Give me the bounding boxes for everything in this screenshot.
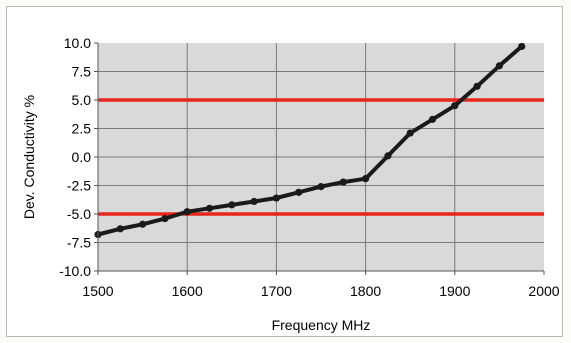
x-tick-label: 2000 [528,283,559,299]
series-polyline [97,44,524,237]
y-tick-labels: 10.0 7.5 5.0 2.5 0.0 -2.5 -5.0 -7.5 -10.0 [59,35,91,279]
limit-lines [98,98,544,216]
data-point [272,194,280,202]
x-tick-label: 1500 [82,283,113,299]
data-point [317,183,325,191]
y-tick-label: -10.0 [59,263,91,279]
data-point [116,225,124,233]
data-point [139,220,147,228]
data-point [495,62,503,70]
data-point [451,102,459,110]
data-point [518,42,526,51]
y-tick-label: -2.5 [67,178,91,194]
series-points [94,42,526,239]
y-tick-label: 10.0 [64,35,91,51]
data-point [406,129,414,137]
y-axis-title: Dev. Conductivity % [21,95,37,219]
data-point [428,115,437,123]
y-tick-label: -7.5 [67,235,91,251]
x-tick-label: 1600 [172,283,203,299]
x-axis-title: Frequency MHz [272,317,371,333]
data-point [339,178,347,186]
data-point [161,214,169,223]
y-tick-label: 5.0 [72,92,92,108]
y-tick-label: -5.0 [67,206,91,222]
data-point [295,188,303,196]
data-point [183,208,191,216]
data-point [473,82,481,90]
data-point [250,197,258,206]
x-tick-label: 1800 [350,283,381,299]
series-line [97,44,524,237]
x-tick-label: 1700 [261,283,292,299]
y-tick-label: 2.5 [72,121,92,137]
data-point [205,204,214,212]
y-tick-label: 0.0 [72,149,92,165]
x-tick-label: 1900 [439,283,470,299]
y-tick-label: 7.5 [72,64,92,80]
data-point [228,201,236,209]
data-point [362,175,370,183]
data-point [384,152,392,160]
x-tick-labels: 1500 1600 1700 1800 1900 2000 [82,283,559,299]
